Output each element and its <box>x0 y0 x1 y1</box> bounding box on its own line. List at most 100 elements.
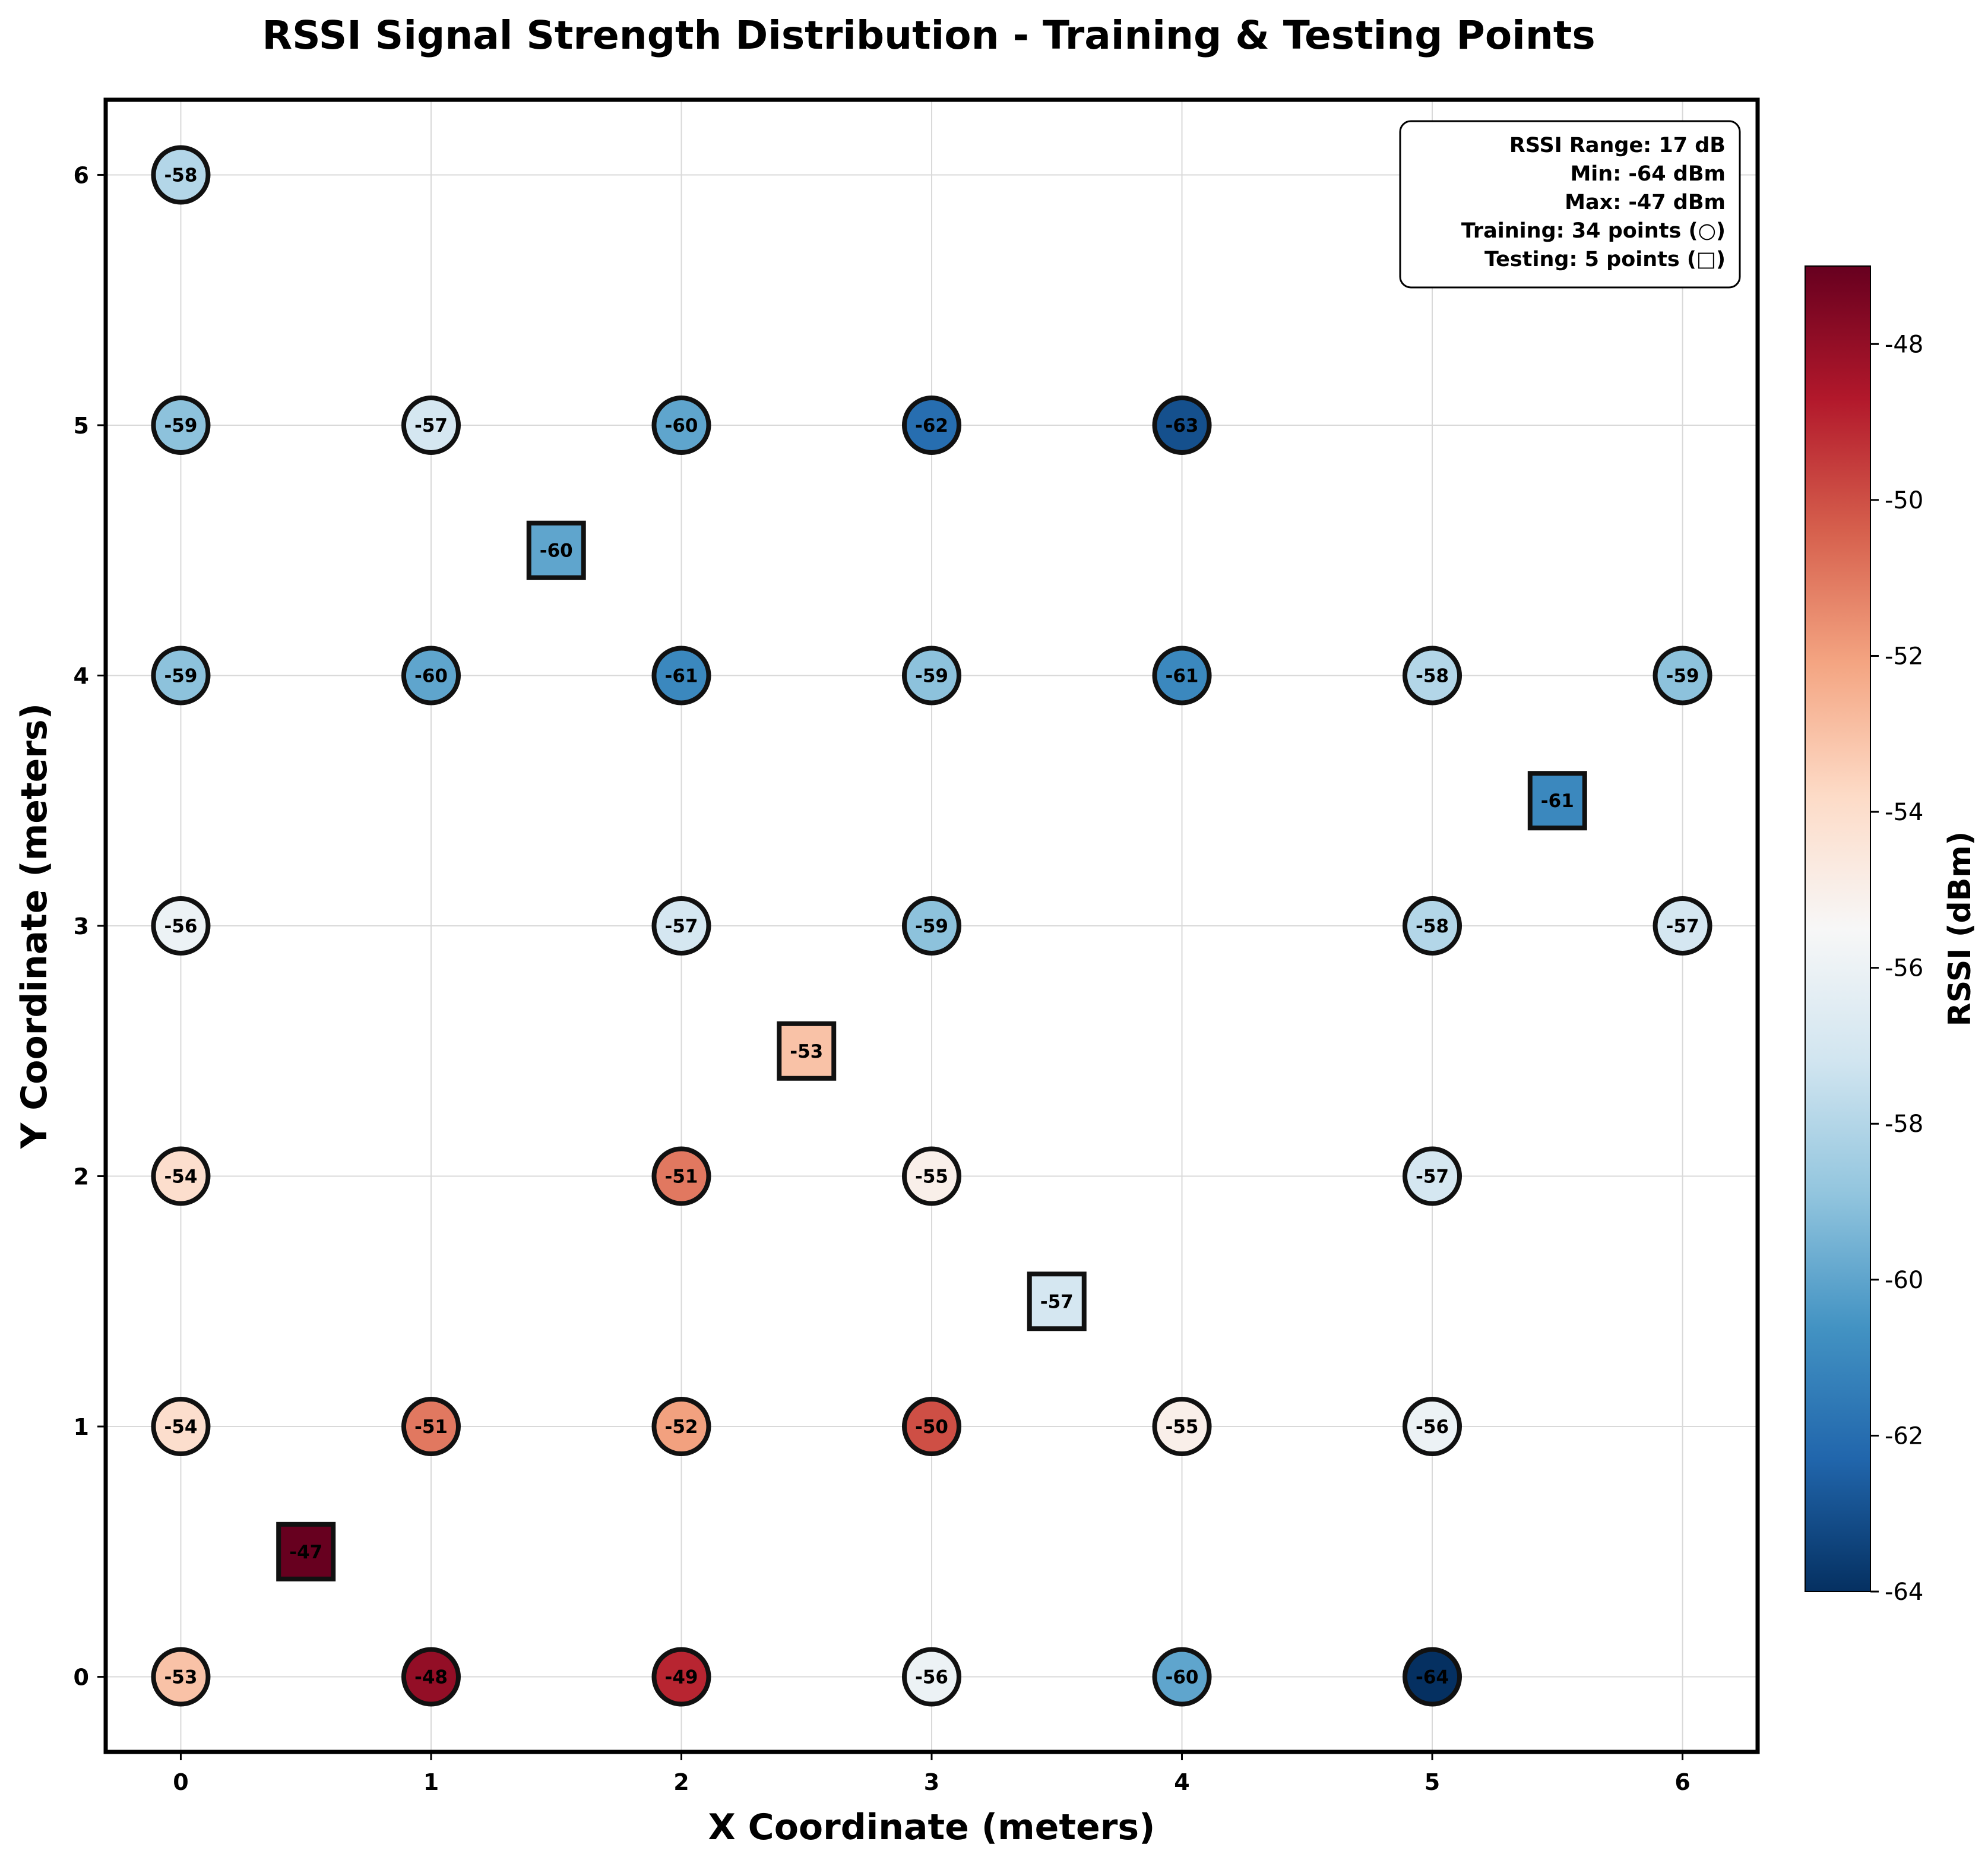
testing-point <box>276 1521 336 1581</box>
colorbar-gradient <box>1805 265 1871 1592</box>
point-rssi-label: -60 <box>414 665 448 687</box>
training-point <box>151 395 211 455</box>
point-rssi-label: -54 <box>164 1166 197 1188</box>
point-rssi-label: -59 <box>1666 665 1699 687</box>
colorbar-tick-label: -62 <box>1885 1422 1923 1450</box>
training-point <box>401 395 461 455</box>
point-rssi-label: -57 <box>414 415 448 436</box>
point-rssi-label: -47 <box>289 1542 322 1563</box>
training-point <box>1152 646 1212 706</box>
point-rssi-label: -58 <box>1416 916 1449 937</box>
y-tick-label: 1 <box>74 1414 89 1440</box>
colorbar-tick-label: -60 <box>1885 1267 1923 1294</box>
point-rssi-label: -57 <box>1666 916 1699 937</box>
y-tick-label: 4 <box>74 663 89 689</box>
point-rssi-label: -56 <box>164 916 197 937</box>
point-rssi-label: -57 <box>1416 1166 1449 1188</box>
training-point <box>151 1647 211 1707</box>
point-rssi-label: -48 <box>414 1667 448 1688</box>
training-point <box>1152 1647 1212 1707</box>
info-max: Max: -47 dBm <box>1565 191 1726 214</box>
testing-point <box>1527 771 1587 831</box>
training-point <box>902 1146 961 1206</box>
point-rssi-label: -57 <box>1040 1291 1074 1312</box>
y-tick-label: 3 <box>74 913 89 940</box>
point-rssi-label: -59 <box>164 415 197 436</box>
x-tick-label: 0 <box>173 1769 188 1795</box>
point-rssi-label: -58 <box>164 165 197 186</box>
point-rssi-label: -56 <box>1416 1416 1449 1438</box>
training-point <box>1403 646 1462 706</box>
colorbar-tick-label: -58 <box>1885 1111 1923 1138</box>
point-rssi-label: -57 <box>664 916 698 937</box>
training-point <box>151 646 211 706</box>
point-rssi-label: -61 <box>1166 665 1199 687</box>
point-rssi-label: -59 <box>915 665 948 687</box>
colorbar-tick-label: -48 <box>1885 331 1923 358</box>
x-tick-label: 3 <box>924 1769 939 1795</box>
x-tick-label: 6 <box>1674 1769 1690 1795</box>
training-point <box>401 1647 461 1707</box>
colorbar: -48 -50 -52 -54 -56 -58 -60 -62 -64 RSSI (dBm) <box>1805 265 1978 1606</box>
training-point <box>902 1397 961 1457</box>
testing-point <box>777 1021 837 1081</box>
training-point <box>401 646 461 706</box>
data-points: -58 -59 -57 -60 -62 -63 -59 -60 -61 -59 -61 -58 -59 -… <box>151 145 1712 1707</box>
point-rssi-label: -49 <box>664 1667 698 1688</box>
tick-marks: 0 1 2 3 4 5 6 0 1 2 3 4 5 6 <box>74 162 1691 1795</box>
training-point <box>651 1397 711 1457</box>
x-tick-label: 5 <box>1424 1769 1440 1795</box>
chart-title: RSSI Signal Strength Distribution - Trai… <box>262 12 1595 58</box>
point-rssi-label: -59 <box>915 916 948 937</box>
training-point <box>1403 896 1462 956</box>
training-point <box>1152 395 1212 455</box>
training-point <box>651 1146 711 1206</box>
training-point <box>902 646 961 706</box>
point-rssi-label: -59 <box>164 665 197 687</box>
point-rssi-label: -61 <box>1541 790 1574 812</box>
y-tick-label: 0 <box>74 1665 89 1691</box>
training-point <box>651 646 711 706</box>
point-rssi-label: -64 <box>1416 1667 1449 1688</box>
point-rssi-label: -53 <box>164 1667 197 1688</box>
point-rssi-label: -52 <box>664 1416 698 1438</box>
training-point <box>1152 1397 1212 1457</box>
plot-frame <box>103 97 1760 1754</box>
info-box: RSSI Range: 17 dB Min: -64 dBm Max: -47 … <box>1399 120 1741 289</box>
training-point <box>151 1397 211 1457</box>
point-rssi-label: -54 <box>164 1416 197 1438</box>
training-point <box>902 395 961 455</box>
colorbar-label: RSSI (dBm) <box>1942 831 1978 1027</box>
training-point <box>1403 1146 1462 1206</box>
training-point <box>151 145 211 205</box>
point-rssi-label: -56 <box>915 1667 948 1688</box>
training-point <box>902 1647 961 1707</box>
y-tick-label: 5 <box>74 413 89 439</box>
colorbar-tick-label: -50 <box>1885 487 1923 514</box>
info-box-frame <box>1399 120 1741 289</box>
x-tick-label: 2 <box>673 1769 689 1795</box>
colorbar-tick-label: -56 <box>1885 955 1923 982</box>
testing-point <box>1027 1271 1087 1331</box>
point-rssi-label: -60 <box>540 540 573 562</box>
training-point <box>1403 1647 1462 1707</box>
colorbar-tick-label: -52 <box>1885 643 1923 670</box>
y-tick-label: 6 <box>74 162 89 188</box>
point-rssi-label: -51 <box>414 1416 448 1438</box>
x-tick-label: 4 <box>1174 1769 1189 1795</box>
training-point <box>151 896 211 956</box>
point-rssi-label: -51 <box>664 1166 698 1188</box>
colorbar-ticks: -48 -50 -52 -54 -56 -58 -60 -62 -64 <box>1870 331 1923 1606</box>
training-point <box>651 896 711 956</box>
point-rssi-label: -58 <box>1416 665 1449 687</box>
colorbar-tick-label: -64 <box>1885 1579 1923 1606</box>
training-point <box>1653 646 1712 706</box>
training-point <box>401 1397 461 1457</box>
point-rssi-label: -61 <box>664 665 698 687</box>
point-rssi-label: -55 <box>1166 1416 1199 1438</box>
info-range: RSSI Range: 17 dB <box>1509 134 1726 157</box>
info-min: Min: -64 dBm <box>1570 162 1726 186</box>
training-point <box>651 1647 711 1707</box>
testing-point <box>526 520 586 580</box>
colorbar-tick-label: -54 <box>1885 799 1923 826</box>
